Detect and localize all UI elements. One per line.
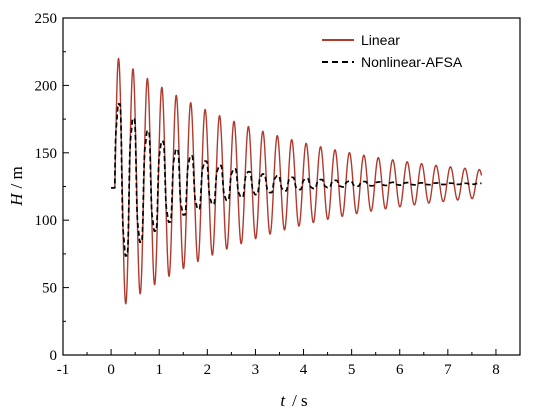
y-axis-label: H / m <box>7 166 26 206</box>
x-tick-label: 1 <box>155 362 163 378</box>
y-axis-variable: H <box>7 192 26 207</box>
y-tick-label: 200 <box>35 78 58 94</box>
x-tick-label: 6 <box>396 362 404 378</box>
y-tick-label: 0 <box>50 348 58 364</box>
legend-label-linear: Linear <box>361 32 400 48</box>
series-linear-line <box>110 57 483 305</box>
x-tick-label: 0 <box>107 362 115 378</box>
legend-label-nonlinear-afsa: Nonlinear-AFSA <box>361 54 463 70</box>
y-axis: 0 50 100 150 200 250 <box>35 11 69 364</box>
legend: Linear Nonlinear-AFSA <box>322 32 463 70</box>
x-axis-label: t / s <box>280 391 307 410</box>
y-tick-label: 150 <box>35 146 58 162</box>
x-axis-variable: t <box>280 391 286 410</box>
y-tick-label: 250 <box>35 11 58 27</box>
x-tick-label: 5 <box>348 362 356 378</box>
x-tick-label: 7 <box>444 362 452 378</box>
x-tick-label: -1 <box>57 362 70 378</box>
x-tick-label: 8 <box>492 362 500 378</box>
series-nonlinear-afsa-line <box>110 102 483 257</box>
x-axis: -1 0 1 2 3 4 5 6 7 8 <box>57 349 500 378</box>
x-axis-unit: / s <box>292 391 308 410</box>
x-tick-label: 3 <box>252 362 260 378</box>
series-layer <box>110 57 483 305</box>
y-tick-label: 100 <box>35 213 58 229</box>
x-tick-label: 4 <box>300 362 308 378</box>
y-tick-label: 50 <box>42 281 57 297</box>
y-axis-unit: / m <box>7 166 26 188</box>
x-tick-label: 2 <box>204 362 212 378</box>
